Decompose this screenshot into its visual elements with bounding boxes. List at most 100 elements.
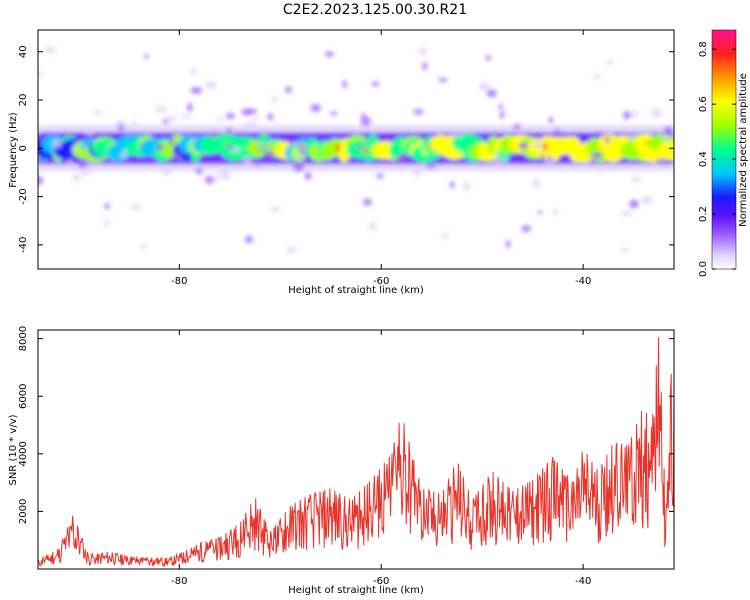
spectrogram-speckle: [252, 116, 259, 122]
spectrogram-speckle: [485, 55, 492, 61]
spectrogram-speckle: [442, 231, 448, 241]
spectrogram-ytick-label: -40: [18, 237, 29, 253]
spectrogram-speckle: [217, 117, 223, 123]
spectrogram-speckle: [593, 73, 602, 79]
spectrogram-speckle: [80, 171, 92, 176]
spectrogram-speckle: [606, 59, 614, 66]
snr-xtick-label: -40: [575, 576, 591, 587]
spectrogram-speckle: [641, 195, 653, 204]
spectrogram-speckle: [605, 135, 610, 145]
spectrogram-speckle: [44, 46, 56, 54]
spectrogram-speckle: [425, 164, 436, 169]
spectrogram-speckle: [292, 140, 298, 145]
colorbar-tick-label: 0.6: [698, 96, 709, 112]
spectrogram-speckle: [168, 137, 175, 146]
spectrogram-speckle: [52, 138, 62, 149]
spectrogram-speckle: [38, 175, 44, 186]
spectrogram-speckle: [360, 116, 371, 127]
snr-ytick-label: 6000: [18, 384, 29, 409]
spectrogram-speckle: [537, 210, 543, 215]
spectrogram-speckle: [413, 169, 421, 177]
spectrogram-speckle: [533, 140, 544, 150]
spectrogram-speckle: [244, 235, 254, 244]
spectrogram-speckle: [72, 174, 81, 182]
spectrogram-speckle: [463, 182, 471, 191]
spectrogram-speckle: [310, 104, 322, 113]
spectrogram-xlabel: Height of straight line (km): [288, 285, 424, 296]
spectrogram-speckle: [376, 173, 385, 179]
spectrogram-speckle: [629, 199, 639, 209]
spectrogram-speckle: [189, 67, 197, 75]
spectrogram-speckle: [254, 158, 262, 167]
spectrogram-speckle: [621, 210, 632, 216]
colorbar-tick-label: 0.0: [698, 261, 709, 277]
spectrogram-speckle: [532, 178, 541, 188]
snr-ytick-label: 2000: [18, 499, 29, 524]
spectrogram-speckle: [663, 126, 674, 135]
spectrogram-speckle: [611, 164, 619, 170]
spectrogram-blob: [656, 141, 674, 161]
spectrogram-speckle: [521, 225, 532, 232]
spectrogram-speckle: [162, 168, 170, 176]
snr-xtick-label: -80: [171, 576, 187, 587]
spectrogram-x-ticks: -80 -60 -40: [171, 30, 591, 287]
snr-frame: [37, 329, 675, 570]
spectrogram-speckle: [418, 46, 427, 56]
spectrogram-speckle: [180, 113, 192, 119]
colorbar-label: Normalized spectral amplitude: [738, 73, 749, 227]
spectrogram-speckle: [595, 163, 603, 173]
colorbar-tick-label: 0.4: [698, 151, 709, 167]
spectrogram-speckle: [92, 110, 104, 115]
spectrogram-speckle: [503, 157, 509, 163]
spectrogram-ytick-label: -20: [18, 188, 29, 204]
snr-series-line: [38, 337, 674, 568]
spectrogram-speckle: [227, 127, 232, 136]
spectrogram-speckle: [227, 143, 232, 151]
colorbar-gradient: [711, 29, 737, 270]
spectrogram-speckle: [518, 142, 530, 150]
spectrogram-speckle: [78, 159, 87, 169]
spectrogram-speckle: [270, 206, 281, 212]
spectrogram-speckle: [293, 155, 305, 161]
spectrogram-speckle: [194, 168, 204, 175]
colorbar: 0.0 0.2 0.4 0.6 0.8 Normalized spectral ampl…: [698, 29, 749, 277]
spectrogram-ytick-label: 20: [18, 94, 29, 107]
spectrogram-speckle: [368, 222, 378, 231]
spectrogram-panel: -80 -60 -40 -40 -20 0 20 40 Height of straight…: [8, 29, 675, 296]
spectrogram-speckle: [105, 217, 110, 227]
spectrogram-speckle: [632, 110, 639, 119]
spectrogram-speckle: [544, 158, 557, 164]
spectrogram-speckle: [413, 109, 424, 115]
spectrogram-speckle: [355, 143, 362, 148]
spectrogram-speckle: [498, 104, 504, 110]
spectrogram-speckle: [438, 77, 448, 82]
spectrogram-speckle: [139, 244, 147, 250]
spectrogram-speckle: [130, 204, 142, 211]
spectrogram-speckle: [243, 122, 256, 127]
spectrogram-speckle: [38, 134, 45, 140]
spectrogram-speckle: [242, 156, 253, 166]
spectrogram-speckle: [499, 110, 505, 120]
spectrogram-speckle: [486, 89, 497, 98]
spectrogram-speckle: [590, 152, 603, 159]
spectrogram-speckle: [220, 170, 231, 181]
spectrogram-speckle: [286, 247, 297, 254]
spectrogram-speckle: [620, 247, 629, 253]
colorbar-tick-label: 0.8: [698, 41, 709, 57]
spectrogram-speckle: [505, 239, 511, 249]
spectrogram-speckle: [104, 203, 110, 210]
spectrogram-speckle: [66, 159, 73, 167]
snr-ytick-label: 8000: [18, 326, 29, 351]
spectrogram-speckle: [656, 158, 663, 164]
spectrogram-speckle: [120, 149, 128, 160]
spectrogram-speckle: [362, 198, 372, 206]
spectrogram-speckle: [257, 141, 262, 146]
snr-panel: -80 -60 -40 2000 4000 6000 8000 Height of str…: [8, 326, 675, 596]
colorbar-tick-label: 0.2: [698, 206, 709, 222]
spectrogram-xtick-label: -60: [373, 276, 389, 287]
snr-ytick-label: 4000: [18, 441, 29, 466]
spectrogram-speckle: [662, 135, 670, 143]
spectrogram-speckle: [117, 124, 125, 132]
snr-xtick-label: -60: [373, 576, 389, 587]
